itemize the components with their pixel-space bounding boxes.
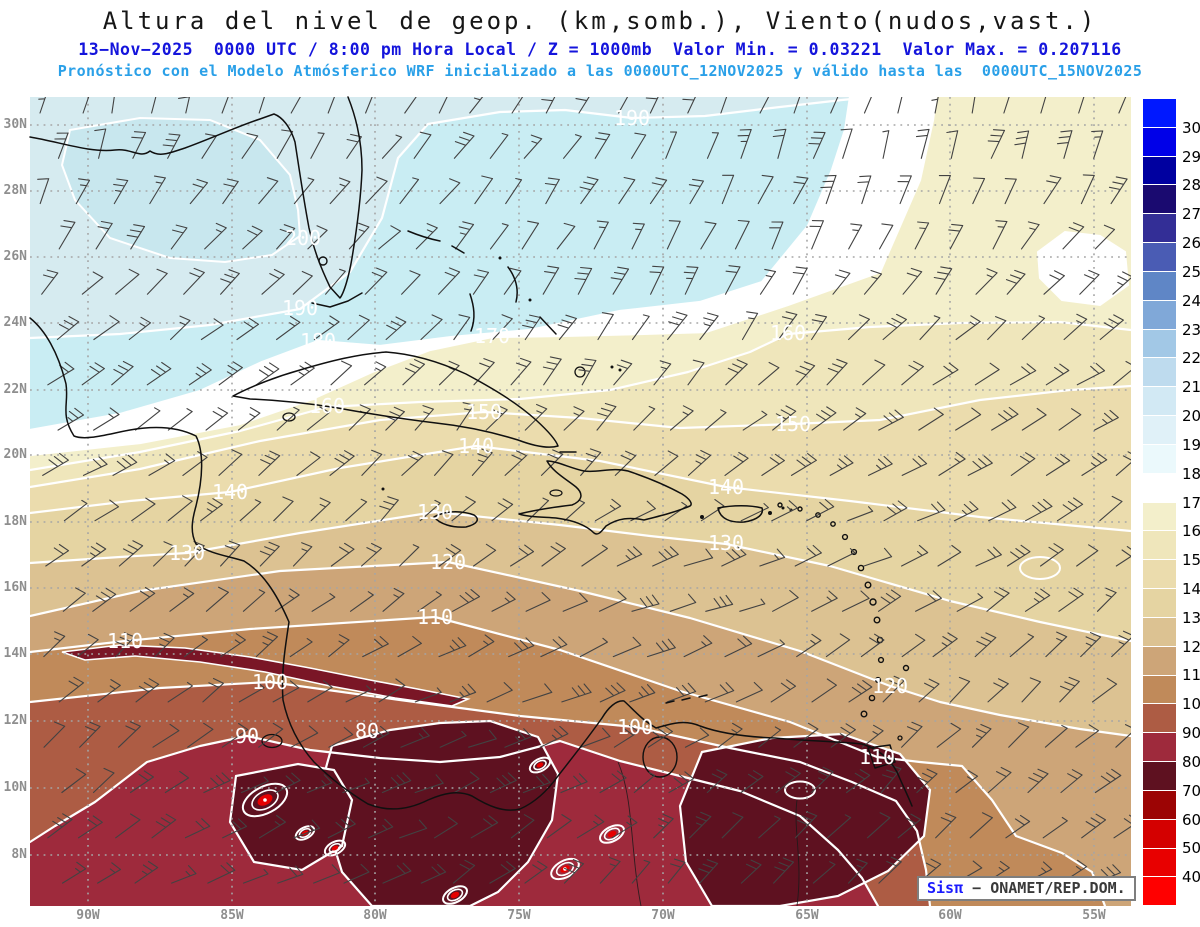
colorbar-cell <box>1143 646 1176 676</box>
colorbar-tick-label: 100 <box>1182 695 1200 714</box>
lat-tick-label: 20N <box>3 447 27 462</box>
colorbar-tick-label: 170 <box>1182 493 1200 512</box>
header: Altura del nivel de geop. (km,somb.), Vi… <box>0 0 1200 80</box>
colorbar-cell <box>1143 358 1176 388</box>
lat-tick-label: 24N <box>3 315 27 330</box>
colorbar-cell <box>1143 127 1176 157</box>
colorbar-cell <box>1143 99 1176 128</box>
colorbar-cell <box>1143 819 1176 849</box>
lat-tick-label: 30N <box>3 117 27 132</box>
colorbar <box>1143 99 1176 907</box>
colorbar-tick-label: 90 <box>1182 724 1200 743</box>
colorbar-tick-label: 300 <box>1182 118 1200 137</box>
colorbar-cell <box>1143 790 1176 820</box>
lat-tick-label: 26N <box>3 249 27 264</box>
colorbar-cell <box>1143 675 1176 705</box>
colorbar-cell <box>1143 762 1176 791</box>
colorbar-tick-label: 70 <box>1182 781 1200 800</box>
page-title: Altura del nivel de geop. (km,somb.), Vi… <box>102 7 1098 35</box>
colorbar-tick-label: 160 <box>1182 522 1200 541</box>
colorbar-tick-label: 200 <box>1182 407 1200 426</box>
lat-tick-label: 8N <box>11 847 27 862</box>
colorbar-cell <box>1143 589 1176 618</box>
lon-tick-label: 90W <box>76 908 100 923</box>
colorbar-tick-label: 140 <box>1182 579 1200 598</box>
lat-tick-label: 14N <box>3 646 27 661</box>
lon-tick-label: 65W <box>795 908 819 923</box>
lat-tick-label: 22N <box>3 382 27 397</box>
colorbar-tick-label: 130 <box>1182 608 1200 627</box>
colorbar-tick-label: 220 <box>1182 349 1200 368</box>
colorbar-cell <box>1143 877 1176 907</box>
colorbar-tick-label: 180 <box>1182 464 1200 483</box>
lon-tick-label: 75W <box>507 908 531 923</box>
colorbar-cell <box>1143 531 1176 561</box>
colorbar-cell <box>1143 473 1176 503</box>
credit-text: ONAMET/REP.DOM. <box>990 879 1126 897</box>
lon-tick-label: 60W <box>938 908 962 923</box>
lat-tick-label: 12N <box>3 713 27 728</box>
colorbar-cell <box>1143 502 1176 532</box>
lon-tick-label: 70W <box>651 908 675 923</box>
sispi-logo: Sisπ <box>927 879 964 897</box>
colorbar-tick-label: 80 <box>1182 752 1200 771</box>
colorbar-tick-label: 40 <box>1182 868 1200 887</box>
lon-tick-label: 85W <box>220 908 244 923</box>
lon-tick-label: 80W <box>363 908 387 923</box>
colorbar-cell <box>1143 617 1176 647</box>
lat-tick-label: 16N <box>3 580 27 595</box>
colorbar-tick-label: 150 <box>1182 551 1200 570</box>
valid-time-line: 13−Nov−2025 0000 UTC / 8:00 pm Hora Loca… <box>78 40 1122 59</box>
colorbar-tick-label: 260 <box>1182 234 1200 253</box>
colorbar-tick-label: 270 <box>1182 205 1200 224</box>
colorbar-tick-label: 210 <box>1182 378 1200 397</box>
colorbar-tick-label: 250 <box>1182 262 1200 281</box>
colorbar-cell <box>1143 214 1176 244</box>
colorbar-tick-label: 50 <box>1182 839 1200 858</box>
colorbar-tick-label: 60 <box>1182 810 1200 829</box>
credit-separator: − <box>963 879 991 897</box>
colorbar-cell <box>1143 733 1176 763</box>
lat-tick-label: 28N <box>3 183 27 198</box>
colorbar-cell <box>1143 156 1176 186</box>
colorbar-tick-label: 120 <box>1182 637 1200 656</box>
colorbar-tick-label: 240 <box>1182 291 1200 310</box>
colorbar-cell <box>1143 271 1176 301</box>
colorbar-tick-label: 290 <box>1182 147 1200 166</box>
colorbar-cell <box>1143 848 1176 878</box>
credit-badge: Sisπ − ONAMET/REP.DOM. <box>917 876 1136 901</box>
colorbar-cell <box>1143 329 1176 359</box>
colorbar-tick-label: 190 <box>1182 435 1200 454</box>
lat-tick-label: 10N <box>3 780 27 795</box>
lon-tick-label: 55W <box>1082 908 1106 923</box>
model-run-line: Pronóstico con el Modelo Atmósferico WRF… <box>57 62 1143 80</box>
colorbar-tick-label: 230 <box>1182 320 1200 339</box>
colorbar-cell <box>1143 560 1176 590</box>
colorbar-cell <box>1143 704 1176 734</box>
colorbar-cell <box>1143 300 1176 330</box>
colorbar-cell <box>1143 416 1176 445</box>
colorbar-cell <box>1143 185 1176 215</box>
colorbar-tick-label: 280 <box>1182 176 1200 195</box>
lat-tick-label: 18N <box>3 514 27 529</box>
colorbar-cell <box>1143 243 1176 272</box>
colorbar-cell <box>1143 387 1176 417</box>
colorbar-cell <box>1143 444 1176 474</box>
colorbar-tick-label: 110 <box>1182 666 1200 685</box>
